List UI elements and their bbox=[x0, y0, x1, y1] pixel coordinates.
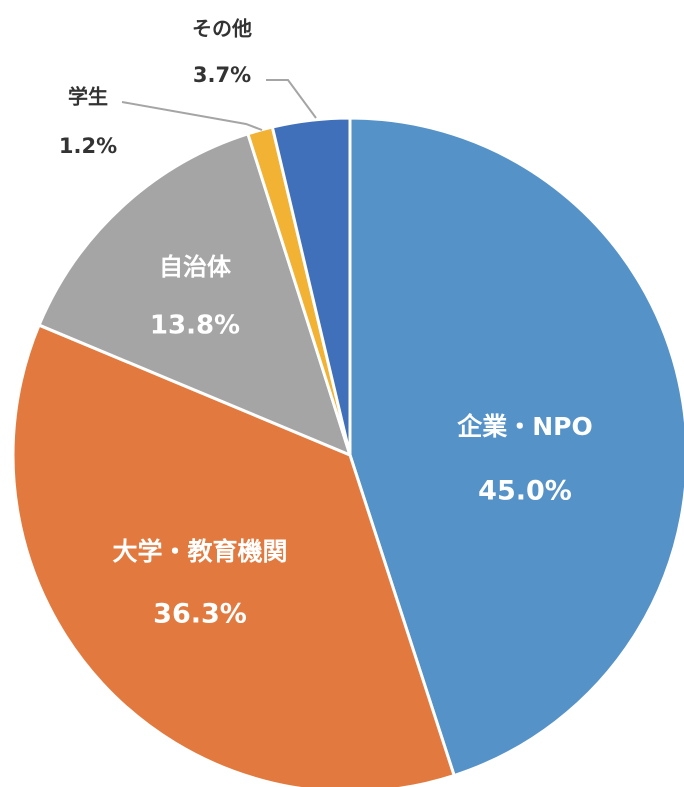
pie-slice bbox=[348, 116, 684, 778]
leader-line bbox=[266, 79, 317, 119]
value-label: 3.7% bbox=[193, 63, 251, 87]
category-label: 自治体 bbox=[159, 253, 232, 281]
value-label: 45.0% bbox=[478, 476, 572, 507]
category-label: 企業・NPO bbox=[457, 412, 593, 441]
category-label: その他 bbox=[192, 17, 252, 41]
category-label: 学生 bbox=[68, 85, 108, 109]
pie bbox=[11, 116, 684, 787]
pie-slice bbox=[270, 116, 352, 457]
value-label: 13.8% bbox=[150, 311, 240, 341]
value-label: 36.3% bbox=[153, 599, 247, 630]
leader-line bbox=[121, 101, 263, 131]
value-label: 1.2% bbox=[59, 134, 117, 158]
pie-slice bbox=[11, 323, 456, 787]
category-label: 大学・教育機関 bbox=[112, 537, 287, 566]
labels: 企業・NPO 45.0% 大学・教育機関 36.3% 自治体 13.8% 学生 1.2% その他… bbox=[59, 17, 593, 630]
